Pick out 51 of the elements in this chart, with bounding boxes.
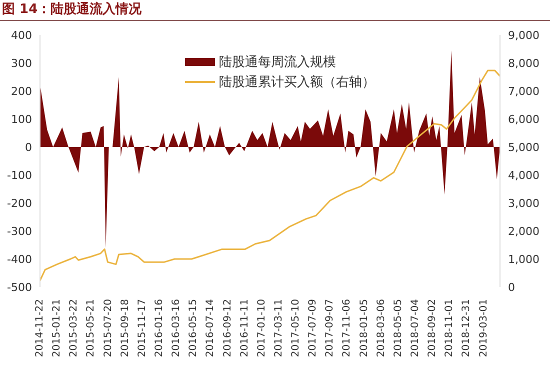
y2-tick-label: 0 [508, 280, 515, 294]
y-tick-label: 400 [11, 28, 32, 42]
x-tick-label: 2018-05-05 [392, 299, 404, 358]
y-tick-label: -400 [7, 252, 32, 266]
y2-tick-label: 1,000 [508, 252, 540, 266]
x-tick-label: 2018-07-04 [410, 299, 422, 358]
x-tick-label: 2015-05-21 [86, 299, 97, 358]
x-tick-label: 2018-12-31 [461, 299, 472, 358]
x-tick-label: 2016-05-15 [188, 299, 200, 358]
x-tick-label: 2018-09-02 [427, 299, 438, 358]
x-tick-label: 2016-11-11 [239, 299, 250, 358]
y-tick-label: 0 [25, 140, 32, 154]
y-tick-label: -200 [7, 196, 32, 210]
x-tick-label: 2016-09-12 [222, 299, 234, 358]
x-tick-label: 2018-11-01 [444, 299, 456, 358]
y2-tick-label: 9,000 [508, 28, 540, 42]
y-tick-label: -300 [7, 224, 32, 238]
y2-tick-label: 6,000 [508, 112, 540, 126]
x-tick-label: 2017-01-10 [256, 299, 268, 358]
x-tick-label: 2019-03-01 [478, 299, 490, 358]
x-tick-label: 2016-01-16 [154, 299, 165, 358]
y2-tick-label: 3,000 [508, 196, 540, 210]
x-tick-label: 2016-07-14 [205, 299, 216, 358]
x-tick-label: 2016-03-16 [171, 299, 182, 358]
x-tick-label: 2018-03-06 [376, 299, 387, 358]
x-tick-label: 2017-05-10 [290, 299, 302, 358]
legend-label: 陆股通每周流入规模 [219, 54, 336, 71]
x-tick-label: 2018-01-05 [358, 299, 370, 358]
legend-label: 陆股通累计买入额（右轴） [219, 74, 375, 91]
y2-tick-label: 4,000 [508, 168, 540, 182]
y2-tick-label: 7,000 [508, 84, 540, 98]
x-tick-label: 2015-01-21 [52, 299, 63, 358]
x-tick-label: 2017-07-09 [308, 299, 319, 358]
y-tick-label: 100 [11, 112, 32, 126]
y2-tick-label: 2,000 [508, 224, 540, 238]
y-tick-label: -500 [7, 280, 32, 294]
y-tick-label: 200 [11, 84, 32, 98]
line-series [40, 70, 500, 282]
x-tick-label: 2014-11-22 [34, 299, 46, 358]
x-tick-label: 2015-03-22 [68, 299, 80, 358]
y2-tick-label: 5,000 [508, 140, 540, 154]
chart-title: 图 14：陆股通流入情况 [0, 0, 550, 21]
x-tick-label: 2017-09-07 [324, 299, 336, 358]
x-tick-label: 2015-11-17 [136, 299, 148, 358]
y2-tick-label: 8,000 [508, 56, 540, 70]
y-tick-label: -100 [7, 168, 32, 182]
x-tick-label: 2017-03-11 [273, 299, 284, 358]
y-tick-label: 300 [11, 56, 32, 70]
x-tick-label: 2015-07-20 [102, 299, 114, 358]
x-tick-label: 2015-09-18 [120, 299, 131, 358]
x-tick-label: 2017-11-06 [342, 299, 353, 358]
